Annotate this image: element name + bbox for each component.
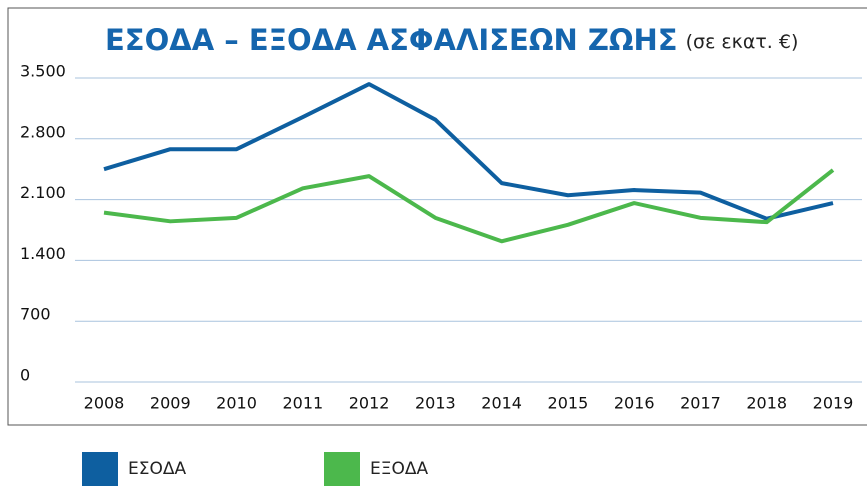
x-tick-label: 2015 (548, 394, 589, 413)
legend-label: ΕΞΟΔΑ (370, 459, 428, 479)
data-line (103, 82, 834, 221)
x-tick-label: 2019 (813, 394, 854, 413)
y-tick-label: 0 (20, 366, 30, 385)
x-tick-label: 2016 (614, 394, 655, 413)
chart-frame (7, 7, 867, 426)
x-tick-label: 2010 (216, 394, 257, 413)
x-tick-label: 2008 (84, 394, 125, 413)
legend-swatch (82, 452, 118, 486)
y-tick-label: 700 (20, 305, 51, 324)
data-line (103, 168, 835, 244)
y-tick-label: 2.800 (20, 122, 66, 141)
chart-subtitle: (σε εκατ. €) (686, 31, 799, 53)
legend-label: ΕΣΟΔΑ (128, 459, 186, 479)
legend-swatch (324, 452, 360, 486)
x-tick-label: 2013 (415, 394, 456, 413)
x-tick-label: 2014 (481, 394, 522, 413)
y-tick-label: 3.500 (20, 62, 66, 81)
title-text: ΕΣΟΔΑ – ΕΞΟΔΑ ΑΣΦΑΛΙΣΕΩΝ ΖΩΗΣ (105, 23, 678, 57)
x-tick-label: 2011 (282, 394, 323, 413)
x-tick-label: 2009 (150, 394, 191, 413)
chart-title: ΕΣΟΔΑ – ΕΞΟΔΑ ΑΣΦΑΛΙΣΕΩΝ ΖΩΗΣ (σε εκατ. €… (105, 23, 798, 57)
y-tick-label: 2.100 (20, 183, 66, 202)
y-tick-label: 1.400 (20, 244, 66, 263)
x-tick-label: 2017 (680, 394, 721, 413)
x-tick-label: 2018 (746, 394, 787, 413)
x-tick-label: 2012 (349, 394, 390, 413)
